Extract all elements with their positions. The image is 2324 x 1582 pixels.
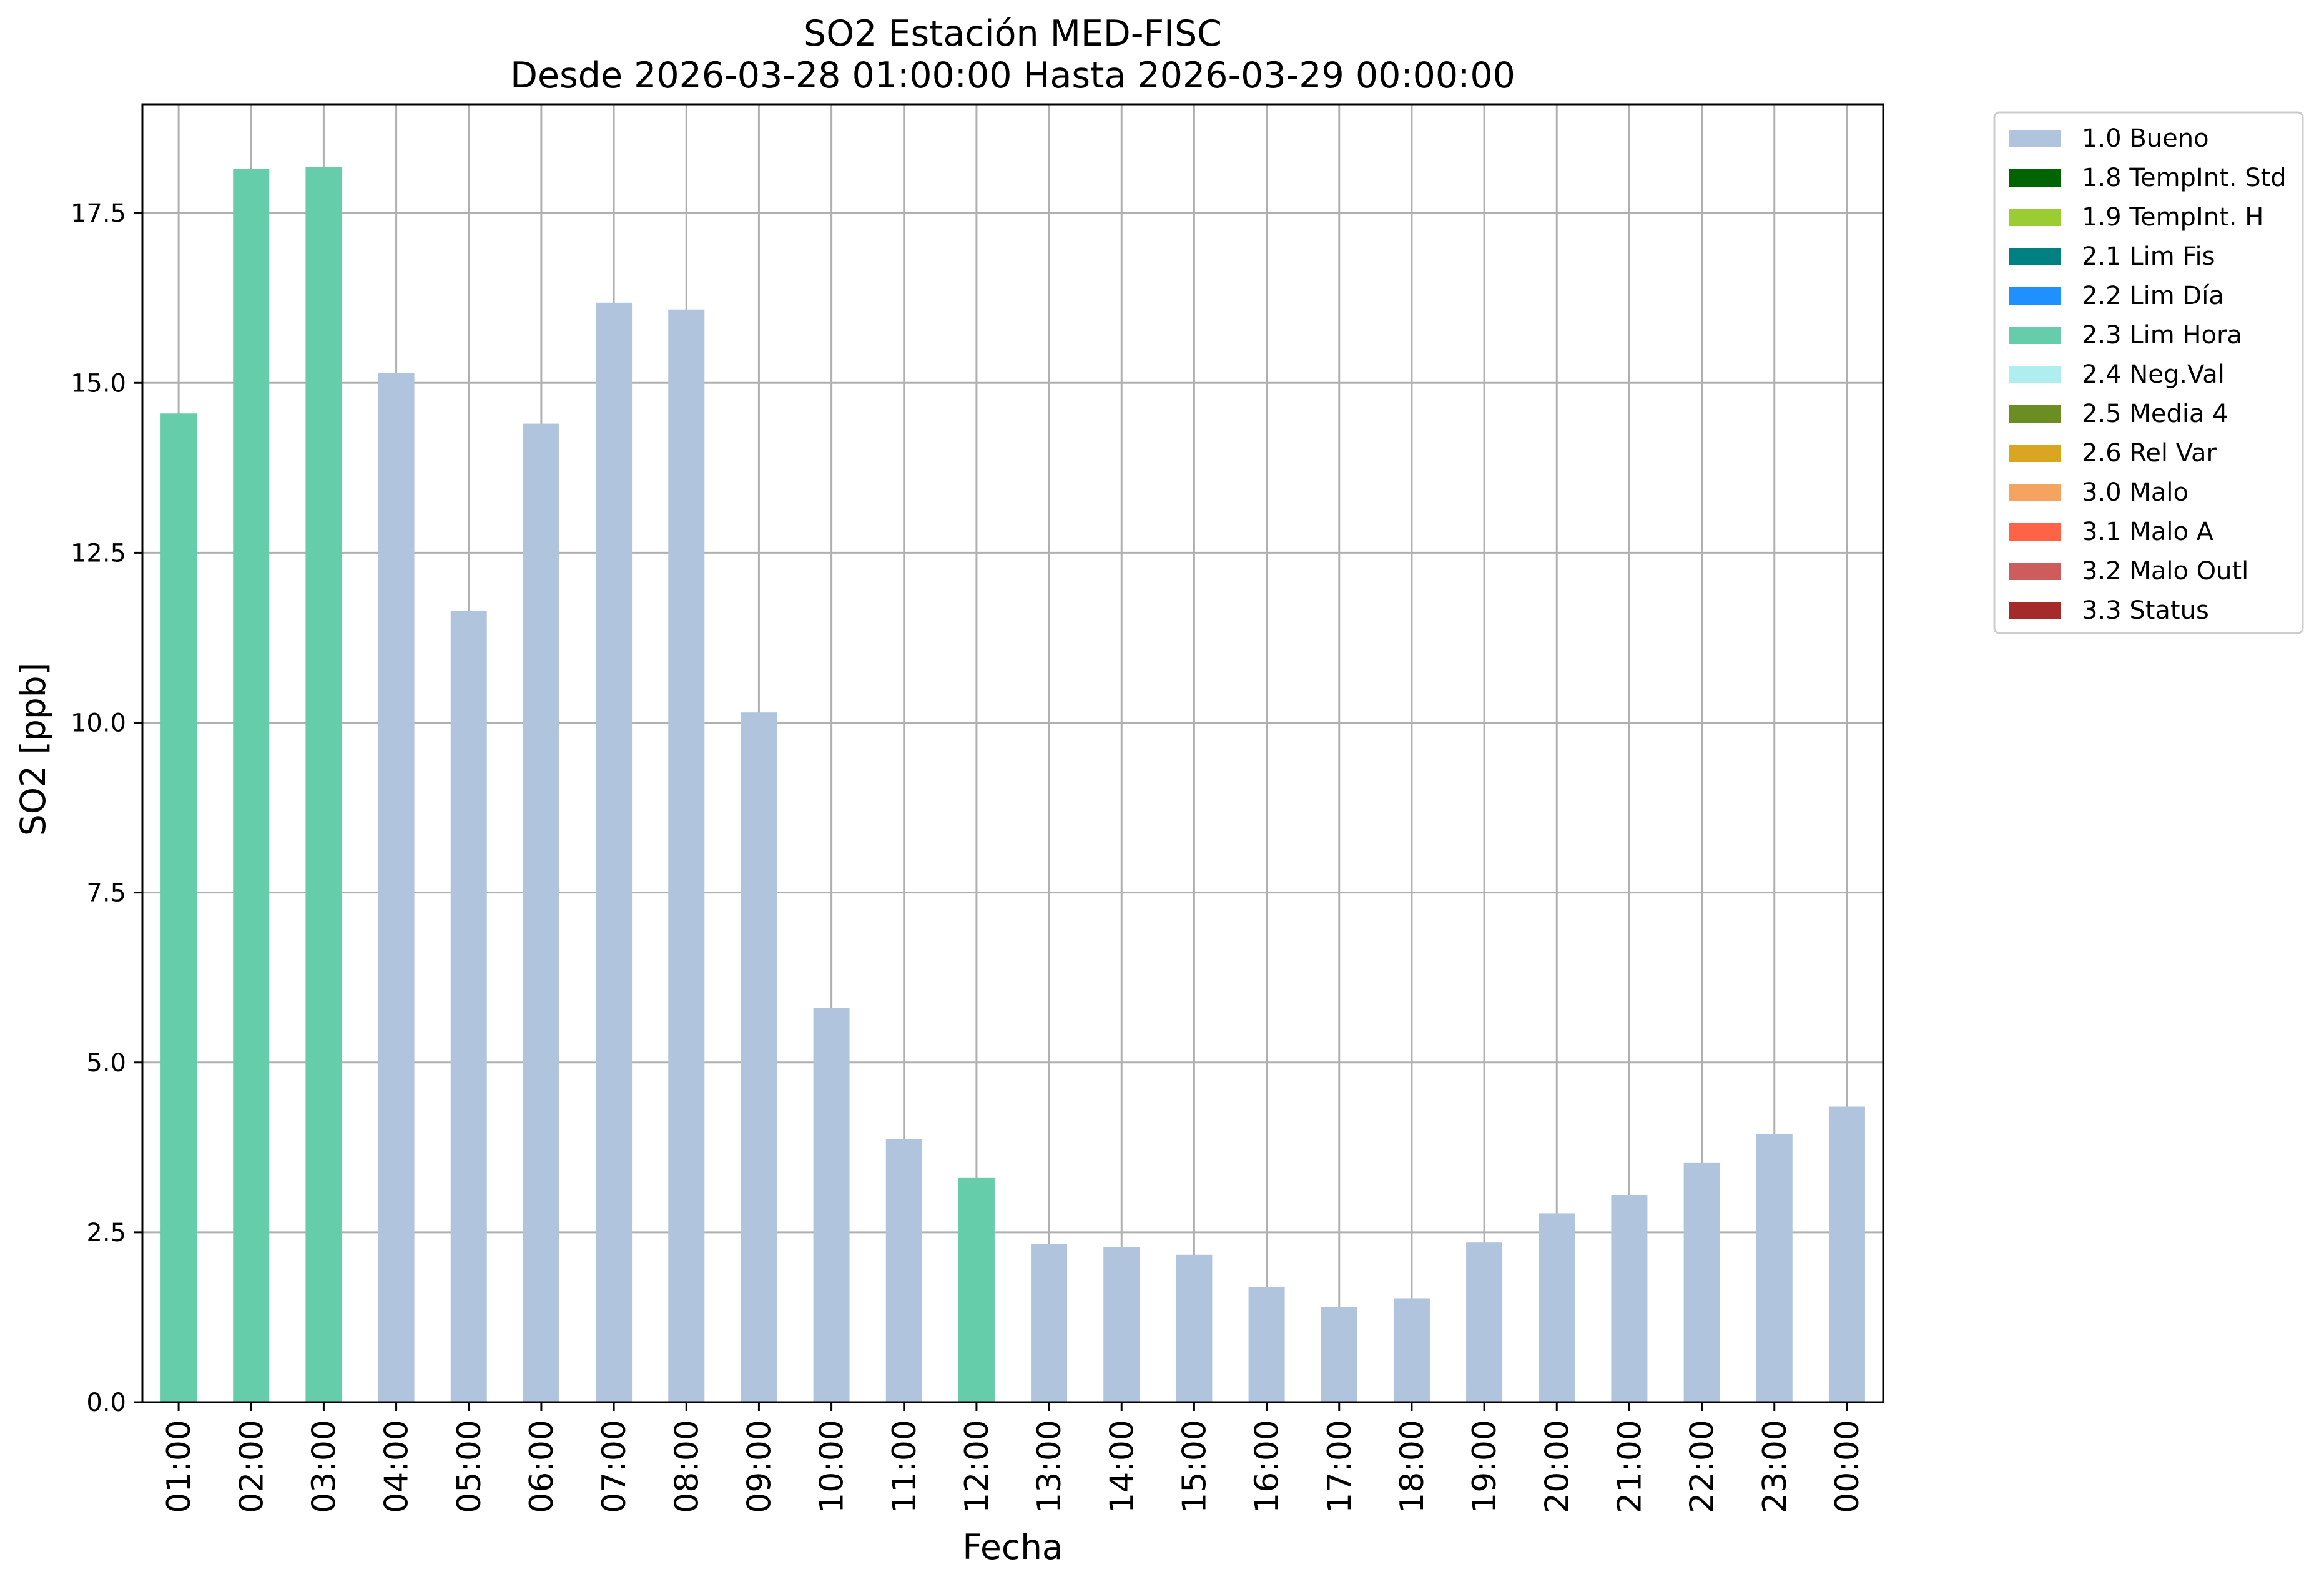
legend-swatch <box>2009 563 2061 580</box>
x-tick-label: 17:00 <box>1321 1420 1359 1513</box>
legend-entry-label: 1.8 TempInt. Std <box>2082 164 2287 192</box>
x-tick-label: 18:00 <box>1394 1420 1431 1513</box>
y-tick-label: 2.5 <box>86 1219 126 1247</box>
plot-frame <box>141 103 1884 1403</box>
y-tick-label: 15.0 <box>71 369 126 398</box>
x-tick-label: 01:00 <box>160 1420 198 1513</box>
bar-07:00 <box>596 302 633 1402</box>
bar-04:00 <box>378 372 415 1403</box>
x-tick-label: 11:00 <box>886 1420 923 1513</box>
y-axis-label: SO2 [ppb] <box>13 662 53 836</box>
bar-20:00 <box>1539 1213 1575 1402</box>
bar-22:00 <box>1683 1162 1720 1402</box>
legend-entry-label: 2.3 Lim Hora <box>2082 321 2242 350</box>
legend-swatch <box>2009 248 2061 265</box>
legend-swatch <box>2009 209 2061 226</box>
legend-entry-label: 3.3 Status <box>2082 596 2209 625</box>
x-tick-label: 04:00 <box>378 1420 416 1513</box>
bar-13:00 <box>1031 1244 1068 1402</box>
y-tick-label: 12.5 <box>71 539 126 567</box>
bar-02:00 <box>233 169 270 1402</box>
x-tick-label: 16:00 <box>1249 1420 1286 1513</box>
legend-swatch <box>2009 484 2061 501</box>
legend-swatch <box>2009 445 2061 462</box>
legend-swatch <box>2009 523 2061 541</box>
x-tick-label: 21:00 <box>1611 1420 1648 1513</box>
x-tick-label: 14:00 <box>1103 1420 1141 1513</box>
x-tick-label: 07:00 <box>596 1420 633 1513</box>
bar-12:00 <box>958 1177 995 1402</box>
x-tick-label: 22:00 <box>1684 1420 1721 1513</box>
chart-title: SO2 Estación MED-FISC <box>804 13 1222 54</box>
bar-05:00 <box>450 610 487 1402</box>
legend-swatch <box>2009 405 2061 423</box>
x-tick-label: 10:00 <box>814 1420 851 1513</box>
x-tick-label: 19:00 <box>1466 1420 1504 1513</box>
x-tick-label: 09:00 <box>741 1420 778 1513</box>
bars <box>160 167 1865 1403</box>
legend-swatch <box>2009 130 2061 147</box>
bar-16:00 <box>1248 1286 1285 1402</box>
legend-entry-label: 2.6 Rel Var <box>2082 439 2217 468</box>
bar-14:00 <box>1103 1247 1140 1402</box>
x-axis: 01:00 02:00 03:00 04:00 05:00 06:00 07:00 08:00… <box>160 1402 1866 1513</box>
bar-19:00 <box>1466 1242 1503 1402</box>
legend-entry-label: 2.5 Media 4 <box>2082 400 2228 428</box>
bar-17:00 <box>1321 1307 1357 1402</box>
legend-entry-label: 1.9 TempInt. H <box>2082 203 2263 232</box>
legend-swatch <box>2009 366 2061 383</box>
bar-03:00 <box>305 167 342 1402</box>
x-tick-label: 02:00 <box>233 1420 270 1513</box>
bar-21:00 <box>1611 1195 1648 1402</box>
chart-subtitle: Desde 2026-03-28 01:00:00 Hasta 2026-03-… <box>510 55 1515 96</box>
x-tick-label: 08:00 <box>668 1420 706 1513</box>
bar-10:00 <box>813 1008 850 1402</box>
x-tick-label: 12:00 <box>958 1420 996 1513</box>
legend: 1.0 Bueno 1.8 TempInt. Std 1.9 TempInt. H 2… <box>1993 111 2304 634</box>
bar-11:00 <box>885 1139 922 1402</box>
legend-swatch <box>2009 287 2061 305</box>
bar-01:00 <box>160 413 197 1402</box>
y-tick-label: 7.5 <box>86 879 126 908</box>
bar-23:00 <box>1756 1134 1793 1402</box>
x-tick-label: 23:00 <box>1756 1420 1794 1513</box>
y-tick-label: 0.0 <box>86 1388 126 1417</box>
legend-entry-label: 1.0 Bueno <box>2082 124 2209 153</box>
bar-08:00 <box>668 309 705 1403</box>
legend-swatch <box>2009 602 2061 619</box>
legend-entry-label: 3.0 Malo <box>2082 478 2189 507</box>
y-tick-label: 17.5 <box>71 199 126 228</box>
x-tick-label: 05:00 <box>451 1420 488 1513</box>
bar-09:00 <box>741 712 777 1402</box>
x-tick-label: 00:00 <box>1829 1420 1866 1513</box>
legend-swatch <box>2009 327 2061 344</box>
legend-entry-label: 2.1 Lim Fis <box>2082 242 2215 271</box>
legend-entry-label: 3.2 Malo Outl <box>2082 557 2248 586</box>
x-tick-label: 15:00 <box>1176 1420 1213 1513</box>
x-tick-label: 06:00 <box>523 1420 561 1513</box>
legend-entry-label: 2.2 Lim Día <box>2082 282 2224 310</box>
bar-00:00 <box>1828 1106 1865 1402</box>
legend-box <box>1993 111 2304 634</box>
y-tick-label: 10.0 <box>71 709 126 738</box>
legend-entry-label: 2.4 Neg.Val <box>2082 360 2225 389</box>
y-axis: 0.0 2.5 5.0 7.5 10.0 12.5 15.0 17.5 <box>71 199 142 1417</box>
y-tick-label: 5.0 <box>86 1049 126 1078</box>
legend-swatch <box>2009 169 2061 187</box>
x-tick-label: 03:00 <box>305 1420 343 1513</box>
x-axis-label: Fecha <box>962 1527 1063 1567</box>
legend-entry-label: 3.1 Malo A <box>2082 518 2214 546</box>
x-tick-label: 13:00 <box>1031 1420 1068 1513</box>
bar-18:00 <box>1393 1298 1430 1402</box>
bar-15:00 <box>1176 1254 1213 1402</box>
x-tick-label: 20:00 <box>1539 1420 1576 1513</box>
bar-06:00 <box>523 423 559 1402</box>
